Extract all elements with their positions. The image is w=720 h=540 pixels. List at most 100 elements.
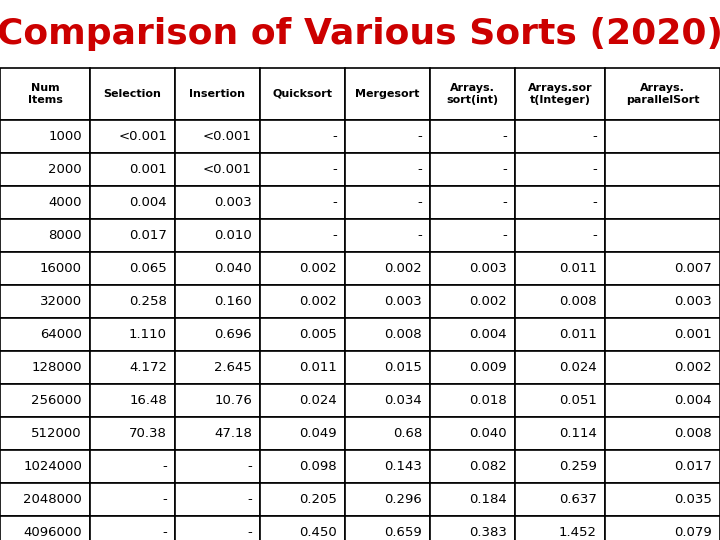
Text: 64000: 64000 bbox=[40, 328, 82, 341]
Bar bbox=[175, 450, 260, 483]
Bar bbox=[90, 153, 175, 186]
Bar bbox=[0, 219, 90, 252]
Text: 0.001: 0.001 bbox=[674, 328, 712, 341]
Bar bbox=[430, 285, 515, 318]
Bar bbox=[90, 318, 175, 351]
Bar bbox=[0, 450, 90, 483]
Text: 0.008: 0.008 bbox=[384, 328, 422, 341]
Bar bbox=[430, 219, 515, 252]
Bar bbox=[515, 153, 605, 186]
Bar bbox=[260, 351, 345, 384]
Text: 0.696: 0.696 bbox=[215, 328, 252, 341]
Bar bbox=[175, 68, 260, 120]
Bar bbox=[175, 153, 260, 186]
Bar bbox=[430, 252, 515, 285]
Text: 0.008: 0.008 bbox=[675, 427, 712, 440]
Text: 0.008: 0.008 bbox=[559, 295, 597, 308]
Text: 47.18: 47.18 bbox=[214, 427, 252, 440]
Bar bbox=[515, 450, 605, 483]
Bar bbox=[260, 516, 345, 540]
Bar bbox=[515, 186, 605, 219]
Bar bbox=[0, 351, 90, 384]
Bar bbox=[90, 516, 175, 540]
Bar bbox=[515, 285, 605, 318]
Text: 0.011: 0.011 bbox=[299, 361, 337, 374]
Text: 0.049: 0.049 bbox=[300, 427, 337, 440]
Text: 0.034: 0.034 bbox=[384, 394, 422, 407]
Text: -: - bbox=[162, 460, 167, 473]
Text: Insertion: Insertion bbox=[189, 89, 246, 99]
Bar bbox=[260, 450, 345, 483]
Text: 0.003: 0.003 bbox=[674, 295, 712, 308]
Bar bbox=[515, 219, 605, 252]
Text: 0.024: 0.024 bbox=[300, 394, 337, 407]
Text: 0.383: 0.383 bbox=[469, 526, 507, 539]
Bar bbox=[605, 252, 720, 285]
Text: Mergesort: Mergesort bbox=[355, 89, 420, 99]
Bar bbox=[345, 219, 430, 252]
Text: -: - bbox=[247, 493, 252, 506]
Text: 1.110: 1.110 bbox=[129, 328, 167, 341]
Bar bbox=[260, 186, 345, 219]
Bar bbox=[430, 516, 515, 540]
Text: 0.259: 0.259 bbox=[559, 460, 597, 473]
Bar bbox=[605, 285, 720, 318]
Text: 0.205: 0.205 bbox=[299, 493, 337, 506]
Text: 0.017: 0.017 bbox=[674, 460, 712, 473]
Text: Arrays.sor
t(Integer): Arrays.sor t(Integer) bbox=[528, 83, 593, 105]
Bar bbox=[260, 252, 345, 285]
Text: 0.002: 0.002 bbox=[469, 295, 507, 308]
Bar bbox=[605, 351, 720, 384]
Bar bbox=[0, 417, 90, 450]
Bar bbox=[605, 450, 720, 483]
Bar bbox=[90, 384, 175, 417]
Text: 2000: 2000 bbox=[48, 163, 82, 176]
Bar bbox=[345, 186, 430, 219]
Text: 4000: 4000 bbox=[48, 196, 82, 209]
Text: 0.035: 0.035 bbox=[674, 493, 712, 506]
Bar bbox=[605, 120, 720, 153]
Text: -: - bbox=[503, 196, 507, 209]
Bar bbox=[260, 68, 345, 120]
Text: -: - bbox=[593, 130, 597, 143]
Bar bbox=[605, 516, 720, 540]
Bar bbox=[260, 384, 345, 417]
Bar bbox=[175, 186, 260, 219]
Bar bbox=[0, 120, 90, 153]
Text: -: - bbox=[332, 229, 337, 242]
Bar bbox=[345, 120, 430, 153]
Bar bbox=[90, 252, 175, 285]
Bar bbox=[90, 483, 175, 516]
Text: 0.040: 0.040 bbox=[215, 262, 252, 275]
Text: -: - bbox=[332, 196, 337, 209]
Text: 0.003: 0.003 bbox=[384, 295, 422, 308]
Text: 8000: 8000 bbox=[48, 229, 82, 242]
Bar bbox=[175, 318, 260, 351]
Bar bbox=[175, 285, 260, 318]
Text: 0.637: 0.637 bbox=[559, 493, 597, 506]
Text: 0.002: 0.002 bbox=[300, 295, 337, 308]
Text: 4096000: 4096000 bbox=[23, 526, 82, 539]
Text: <0.001: <0.001 bbox=[203, 130, 252, 143]
Bar bbox=[430, 351, 515, 384]
Text: 1.452: 1.452 bbox=[559, 526, 597, 539]
Text: 0.002: 0.002 bbox=[300, 262, 337, 275]
Bar bbox=[175, 516, 260, 540]
Bar bbox=[175, 417, 260, 450]
Text: -: - bbox=[162, 493, 167, 506]
Text: 0.160: 0.160 bbox=[215, 295, 252, 308]
Text: -: - bbox=[593, 163, 597, 176]
Bar bbox=[260, 285, 345, 318]
Text: -: - bbox=[593, 196, 597, 209]
Text: 0.002: 0.002 bbox=[674, 361, 712, 374]
Text: 32000: 32000 bbox=[40, 295, 82, 308]
Bar bbox=[90, 285, 175, 318]
Text: 0.024: 0.024 bbox=[559, 361, 597, 374]
Text: 512000: 512000 bbox=[32, 427, 82, 440]
Text: 0.184: 0.184 bbox=[469, 493, 507, 506]
Text: -: - bbox=[503, 163, 507, 176]
Text: 0.082: 0.082 bbox=[469, 460, 507, 473]
Bar bbox=[515, 384, 605, 417]
Text: 0.003: 0.003 bbox=[215, 196, 252, 209]
Bar bbox=[345, 417, 430, 450]
